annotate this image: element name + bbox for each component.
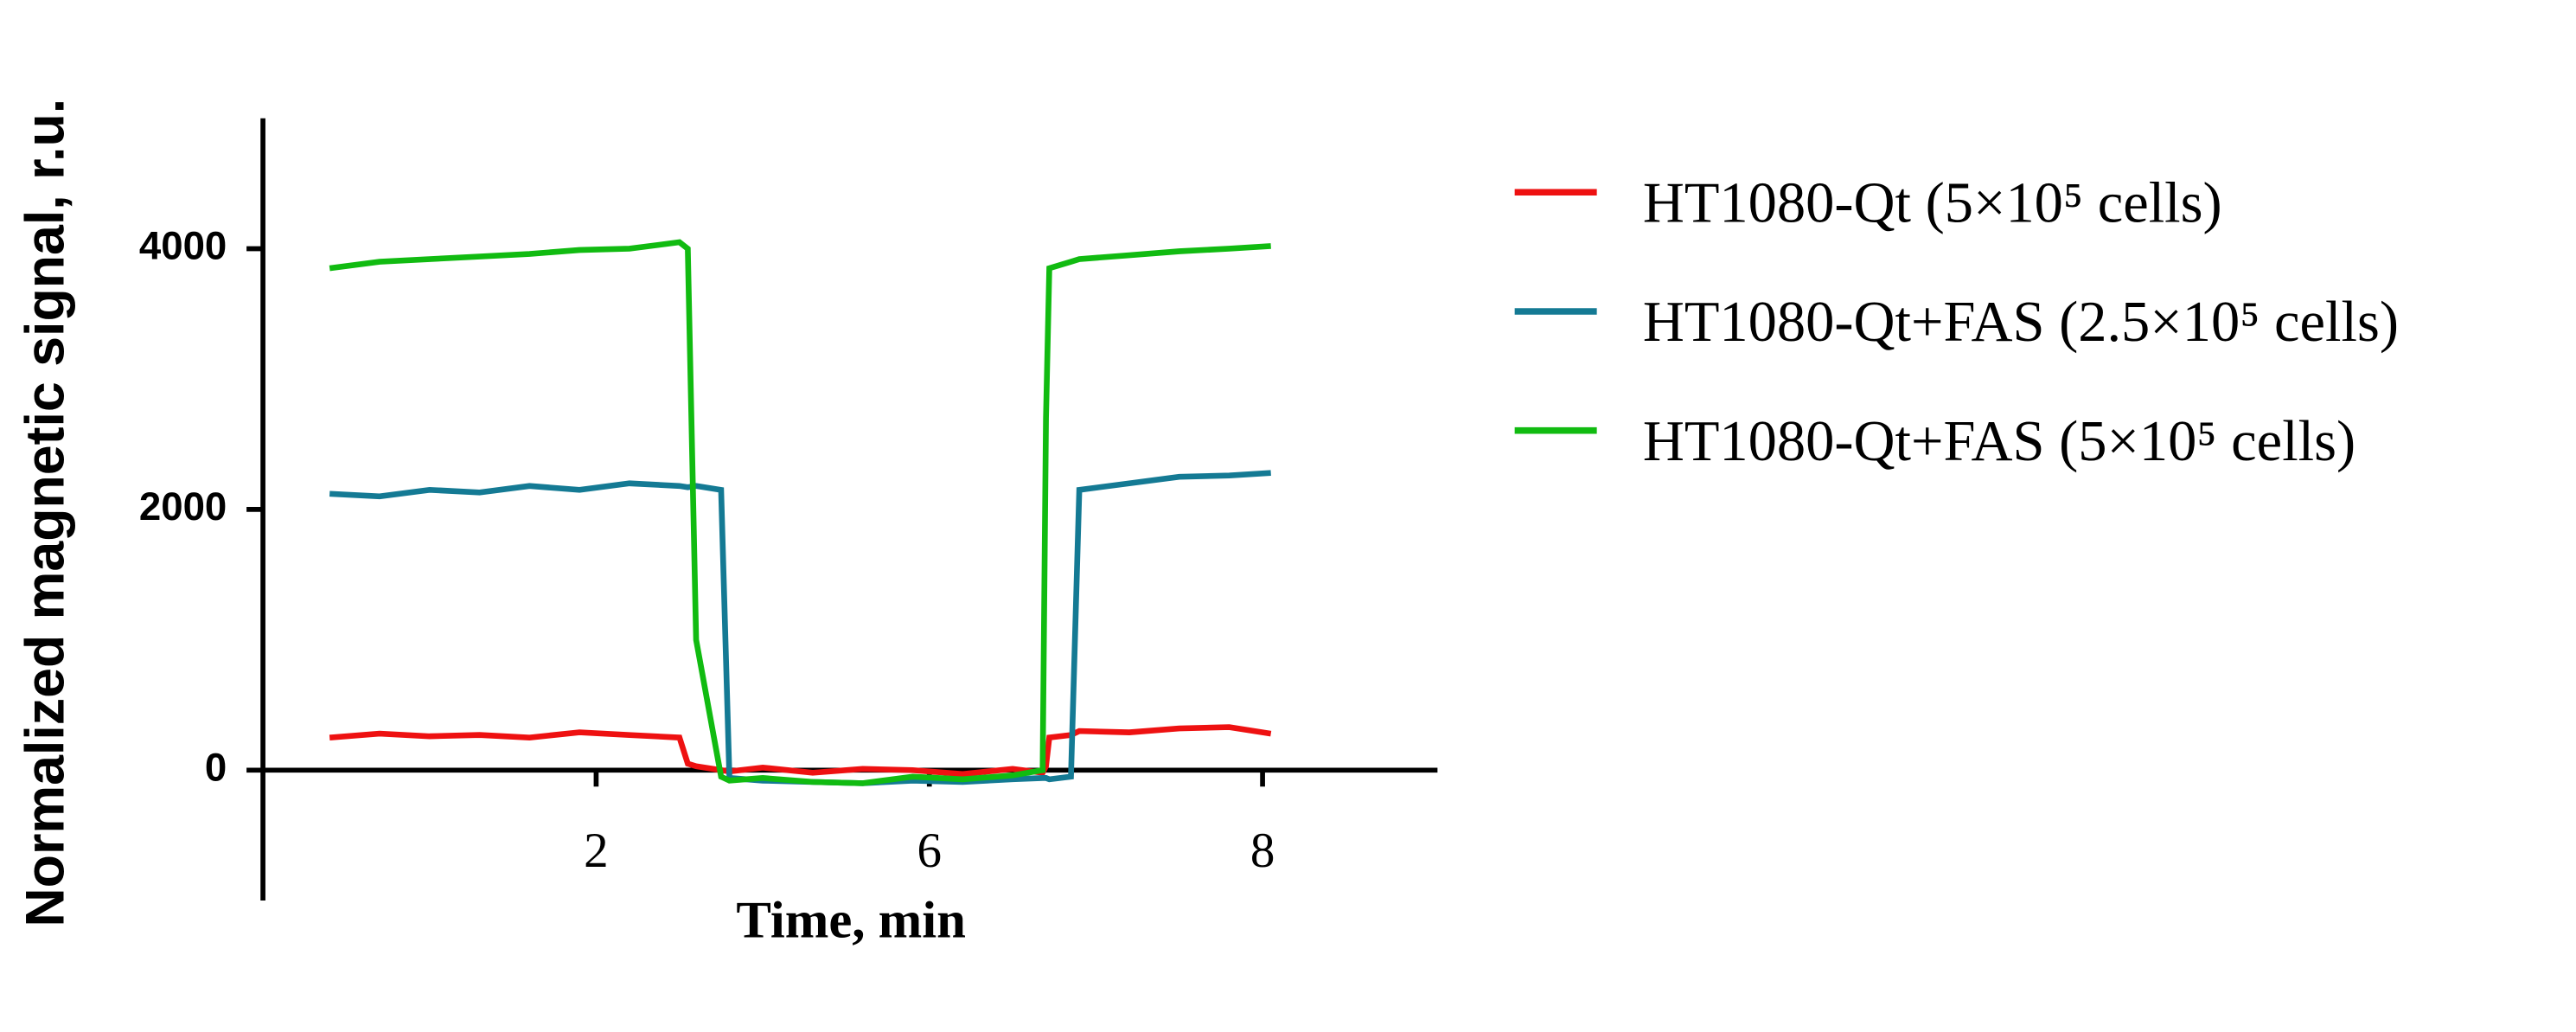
- x-tick-label: 6: [917, 824, 942, 878]
- legend-label: HT1080-Qt+FAS (2.5×10⁵ cells): [1643, 291, 2399, 354]
- legend-label: HT1080-Qt+FAS (5×10⁵ cells): [1643, 410, 2355, 473]
- legend-label: HT1080-Qt (5×10⁵ cells): [1643, 172, 2222, 235]
- y-tick-label: 0: [205, 745, 227, 789]
- y-axis-title: Normalized magnetic signal, r.u.: [16, 99, 76, 927]
- x-axis-title: Time, min: [736, 891, 966, 949]
- series-line: [329, 239, 1271, 786]
- y-tick-label: 4000: [139, 224, 227, 268]
- x-tick-label: 2: [584, 824, 609, 878]
- x-tick-label: 8: [1250, 824, 1275, 878]
- y-tick-label: 2000: [139, 484, 227, 529]
- series-line: [329, 724, 1272, 778]
